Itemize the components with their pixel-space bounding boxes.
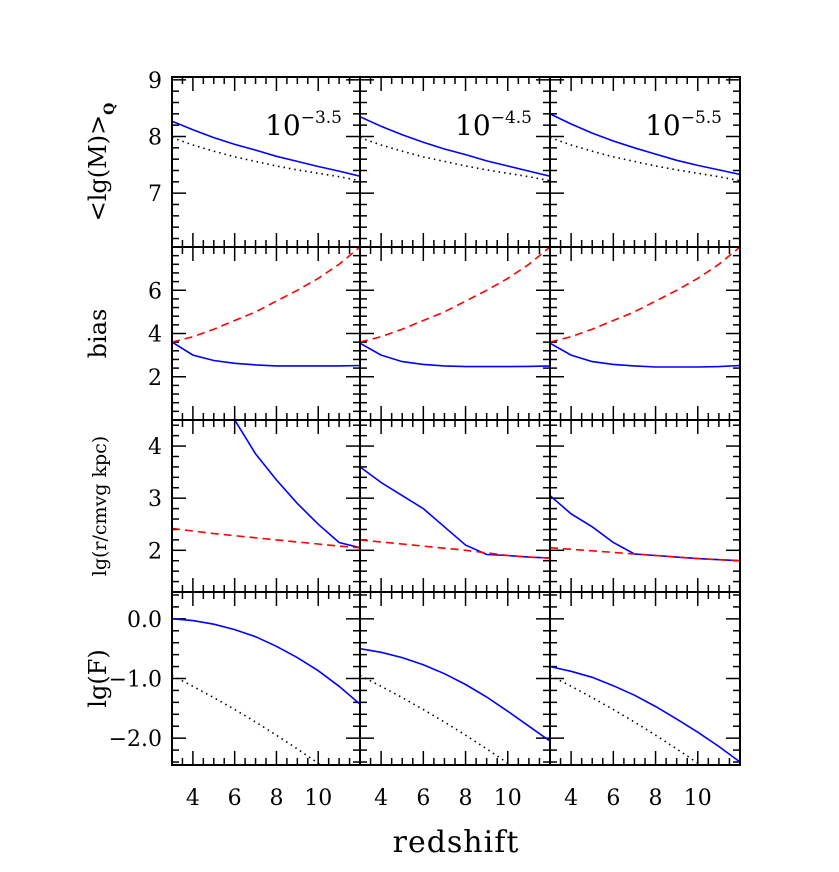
y-axis-label-text: lg(r/cmvg kpc) <box>89 436 111 576</box>
series-solid-r2-c2 <box>550 494 740 562</box>
column-label-exponent: −3.5 <box>301 108 342 128</box>
panel-frame <box>359 419 551 593</box>
y-tick-label: 0.0 <box>127 608 162 633</box>
panel-r3-c2: 4 6 8 10 <box>549 591 741 811</box>
panel-r1-c2 <box>549 246 741 421</box>
y-axis-label-row-3: lg(F) <box>84 649 112 707</box>
y-tick-label: 9 <box>148 69 162 94</box>
y-tick-label: 3 <box>148 487 162 512</box>
x-tick-label: 4 <box>374 786 388 811</box>
x-tick-label: 6 <box>606 786 620 811</box>
series-dotted-r0-c0 <box>172 136 360 182</box>
panel-frame <box>171 591 361 766</box>
y-axis-label-text: bias <box>84 309 112 359</box>
y-tick-label: 2 <box>148 366 162 391</box>
y-tick-label: 2 <box>148 539 162 564</box>
x-tick-label: 10 <box>494 786 522 811</box>
panel-r0-c0: 10−3.5 <box>171 76 361 248</box>
series-solid-r1-c2 <box>550 342 740 368</box>
panel-frame <box>359 76 551 248</box>
series-dotted-r3-c0 <box>172 674 323 765</box>
y-tick-label: 4 <box>148 435 162 460</box>
y-axis-label-row-2: lg(r/cmvg kpc) <box>89 436 111 576</box>
y-axis-label-subscript: Q <box>102 103 118 115</box>
series-dashed-r1-c1 <box>360 247 550 343</box>
x-tick-label: 4 <box>564 786 578 811</box>
panel-r1-c1 <box>359 246 551 421</box>
x-tick-label: 6 <box>416 786 430 811</box>
panel-r1-c0 <box>171 246 361 421</box>
series-solid-r3-c2 <box>550 665 740 763</box>
column-label-exponent: −4.5 <box>491 108 532 128</box>
series-dashed-r2-c2 <box>550 546 740 562</box>
series-solid-r0-c0 <box>172 120 360 177</box>
series-dashed-r2-c1 <box>360 539 550 559</box>
series-solid-r3-c1 <box>360 647 550 742</box>
y-tick-label: 8 <box>148 126 162 151</box>
column-label-base: 10 <box>645 109 681 142</box>
series-dotted-r0-c1 <box>360 136 550 182</box>
panel-r0-c1: 10−4.5 <box>359 76 551 248</box>
series-dashed-r2-c0 <box>172 527 360 549</box>
series-solid-r3-c0 <box>172 618 360 705</box>
column-label-exponent: −5.5 <box>681 108 722 128</box>
x-tick-label: 8 <box>649 786 663 811</box>
x-tick-label: 10 <box>304 786 332 811</box>
panel-r3-c1: 4 6 8 10 <box>359 591 551 811</box>
x-tick-label: 6 <box>228 786 242 811</box>
panel-r0-c2: 10−5.5 <box>549 76 741 248</box>
y-tick-label: 4 <box>148 323 162 348</box>
column-label-2: 10−5.5 <box>645 108 722 142</box>
y-axis-label-row-0: <lg(M)>Q <box>84 103 118 222</box>
series-solid-r1-c0 <box>172 341 360 367</box>
column-label-1: 10−4.5 <box>455 108 532 142</box>
panel-frame <box>549 591 741 766</box>
y-tick-label: 6 <box>148 279 162 304</box>
panel-frame <box>171 419 361 593</box>
y-axis-label-text: lg(F) <box>84 649 112 707</box>
panel-r2-c1 <box>359 419 551 593</box>
series-dotted-r3-c1 <box>360 674 512 765</box>
series-solid-r0-c1 <box>360 115 550 177</box>
x-tick-label: 8 <box>269 786 283 811</box>
panel-frame <box>549 76 741 248</box>
series-solid-r1-c1 <box>360 342 550 368</box>
x-tick-label: 10 <box>684 786 712 811</box>
y-axis-label-row-1: bias <box>84 309 112 359</box>
series-solid-r2-c0 <box>234 420 360 549</box>
panel-frame <box>549 419 741 593</box>
panel-r3-c0: 4 6 8 10 <box>171 591 361 811</box>
series-dotted-r3-c2 <box>550 674 702 765</box>
column-label-0: 10−3.5 <box>265 108 342 142</box>
column-label-base: 10 <box>455 109 491 142</box>
panel-r2-c2 <box>549 419 741 593</box>
panel-r2-c0 <box>171 419 361 593</box>
column-label-base: 10 <box>265 109 301 142</box>
series-solid-r2-c1 <box>360 466 550 559</box>
x-tick-label: 4 <box>186 786 200 811</box>
panel-frame <box>171 76 361 248</box>
series-dashed-r1-c0 <box>172 247 360 343</box>
series-solid-r0-c2 <box>550 113 740 176</box>
x-tick-label: 8 <box>459 786 473 811</box>
y-tick-label: −1.0 <box>109 668 162 693</box>
series-dashed-r1-c2 <box>550 247 740 343</box>
y-tick-label: −2.0 <box>109 727 162 752</box>
y-tick-label: 7 <box>148 182 162 207</box>
x-axis-label: redshift <box>393 825 520 860</box>
series-dotted-r0-c2 <box>550 136 740 182</box>
y-axis-label-text: <lg(M)> <box>84 115 112 222</box>
